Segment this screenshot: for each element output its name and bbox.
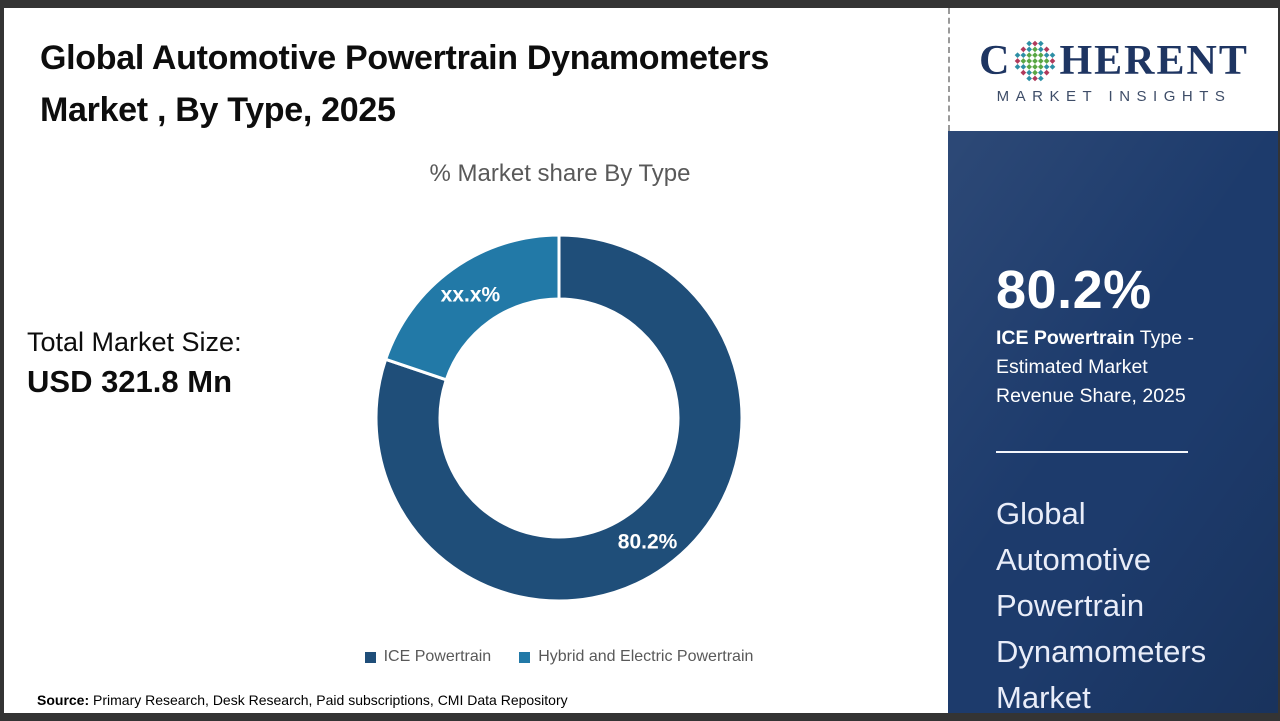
brand-logo-letters-rest: HERENT — [1059, 38, 1249, 84]
legend-swatch-ice — [364, 651, 376, 663]
market-title-line: Automotive — [996, 542, 1152, 577]
divider-line — [996, 451, 1188, 453]
donut-slice — [374, 233, 744, 603]
market-title-line: Global — [996, 496, 1086, 531]
highlight-stat-text: Type - Estimated Market Revenue Share, 2… — [996, 327, 1194, 407]
legend-swatch-hybrid — [519, 651, 531, 663]
market-title-line: Dynamometers — [996, 634, 1207, 669]
donut-chart-svg: 80.2% xx.x% — [374, 233, 744, 603]
logo-panel: C HERENT MARKET INSIGHTS — [948, 8, 1278, 131]
source-note-text: Primary Research, Desk Research, Paid su… — [89, 692, 568, 708]
donut-slice — [384, 233, 561, 382]
legend-item-hybrid: Hybrid and Electric Powertrain — [519, 648, 753, 666]
market-title-line: Powertrain — [996, 588, 1145, 623]
highlight-stat-value: 80.2% — [996, 260, 1152, 320]
page-title-line2: Market , By Type, 2025 — [40, 91, 396, 129]
total-market-size-value: USD 321.8 Mn — [27, 364, 233, 399]
main-panel: Global Automotive Powertrain Dynamometer… — [4, 8, 948, 713]
brand-logo: C HERENT — [979, 40, 1249, 82]
dotted-globe-logo-icon — [1015, 40, 1056, 82]
sidebar-market-title: Global Automotive Powertrain Dynamometer… — [996, 491, 1206, 721]
page-title: Global Automotive Powertrain Dynamometer… — [40, 32, 769, 136]
donut-slice-label: 80.2% — [618, 531, 678, 554]
highlight-panel: 80.2% ICE Powertrain Type - Estimated Ma… — [948, 131, 1278, 715]
brand-logo-letter-c: C — [979, 38, 1012, 84]
chart-legend: ICE Powertrain Hybrid and Electric Power… — [364, 648, 753, 666]
chart-title: % Market share By Type — [429, 160, 691, 187]
source-note-label: Source: — [37, 692, 90, 708]
page-title-line1: Global Automotive Powertrain Dynamometer… — [40, 39, 769, 77]
donut-slice-label: xx.x% — [441, 283, 501, 306]
total-market-size: Total Market Size: USD 321.8 Mn — [27, 324, 242, 402]
donut-chart: 80.2% xx.x% — [369, 228, 749, 608]
total-market-size-label: Total Market Size: — [27, 327, 242, 357]
brand-logo-subtitle: MARKET INSIGHTS — [996, 88, 1232, 105]
source-note: Source: Primary Research, Desk Research,… — [37, 692, 568, 708]
legend-label-ice: ICE Powertrain — [383, 648, 492, 665]
legend-item-ice: ICE Powertrain — [364, 648, 492, 666]
highlight-stat-segment: ICE Powertrain — [996, 327, 1135, 349]
market-title-line: Market — [996, 680, 1091, 715]
highlight-stat-description: ICE Powertrain Type - Estimated Market R… — [996, 324, 1216, 411]
legend-label-hybrid: Hybrid and Electric Powertrain — [538, 648, 754, 665]
